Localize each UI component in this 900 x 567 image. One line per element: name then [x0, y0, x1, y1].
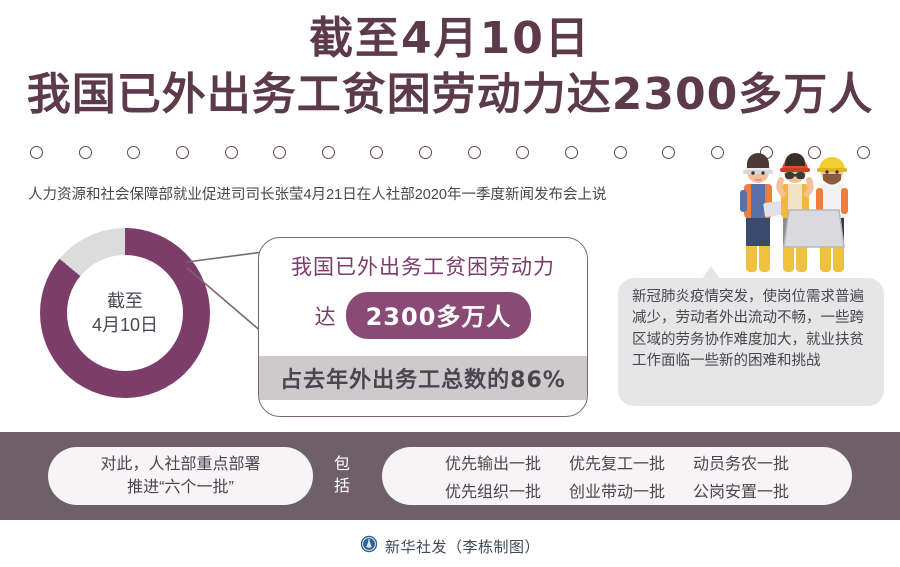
donut-chart: 截至 4月10日	[40, 228, 210, 398]
dot-icon	[856, 145, 870, 159]
donut-center-label: 截至 4月10日	[67, 255, 183, 371]
callout-headline: 我国已外出务工贫困劳动力	[291, 255, 555, 279]
dot-icon	[224, 145, 238, 159]
dot-icon	[321, 145, 335, 159]
measure-item: 优先组织一批	[444, 484, 541, 501]
deployment-line2: 推进“六个一批”	[127, 479, 234, 496]
dot-icon	[467, 145, 481, 159]
measures-bar: 对此，人社部重点部署 推进“六个一批” 包 括 优先输出一批 优先组织一批 优先…	[0, 432, 900, 520]
dot-icon	[565, 145, 579, 159]
measures-pill: 优先输出一批 优先组织一批 优先复工一批 创业带动一批 动员务农一批 公岗安置一…	[382, 447, 852, 505]
construction-workers-illustration	[726, 142, 886, 292]
deployment-pill: 对此，人社部重点部署 推进“六个一批”	[48, 447, 313, 505]
donut-label-line2: 4月10日	[91, 315, 159, 335]
worker-white-helmet	[740, 153, 783, 272]
measure-item: 动员务农一批	[693, 456, 790, 473]
speech-bubble-text: 新冠肺炎疫情突发，使岗位需求普遍减少，劳动者外出流动不畅，一些跨区域的劳务协作难…	[632, 289, 864, 370]
dot-icon	[613, 145, 627, 159]
dot-icon	[78, 145, 92, 159]
measure-item: 创业带动一批	[568, 484, 665, 501]
callout-value-badge: 2300多万人	[345, 292, 532, 340]
deployment-line1: 对此，人社部重点部署	[100, 455, 261, 473]
dot-icon	[127, 145, 141, 159]
xinhua-logo-icon	[360, 535, 378, 558]
footer: 新华社发（李栋制图）	[0, 530, 900, 562]
measure-item: 优先输出一批	[444, 456, 541, 473]
dot-icon	[419, 145, 433, 159]
worker-red-helmet	[776, 153, 814, 272]
measure-item: 公岗安置一批	[693, 484, 790, 501]
include-char-1: 包	[333, 455, 350, 473]
include-label: 包 括	[325, 447, 359, 505]
callout-value-prefix: 达	[314, 305, 336, 329]
decorative-dot-row	[30, 140, 870, 164]
dot-icon	[516, 145, 530, 159]
subtitle-text: 人力资源和社会保障部就业促进司司长张莹4月21日在人社部2020年一季度新闻发布…	[28, 187, 607, 203]
include-char-2: 括	[333, 478, 350, 495]
dot-icon	[370, 145, 384, 159]
dot-icon	[273, 145, 287, 159]
measures-grid: 优先输出一批 优先组织一批 优先复工一批 创业带动一批 动员务农一批 公岗安置一…	[445, 450, 789, 502]
donut-label-line1: 截至	[107, 290, 143, 311]
dot-icon	[175, 145, 189, 159]
blueprint-sheet	[783, 209, 845, 248]
dot-icon	[710, 145, 724, 159]
callout-percentage-text: 占去年外出务工总数的86%	[280, 368, 566, 393]
measure-item: 优先复工一批	[568, 456, 665, 473]
header: 截至4月10日 我国已外出务工贫困劳动力达2300多万人	[0, 0, 900, 136]
footer-credit: 新华社发（李栋制图）	[384, 538, 540, 556]
main-statistic-callout: 我国已外出务工贫困劳动力 达 2300多万人 占去年外出务工总数的86%	[258, 237, 588, 417]
callout-percentage-band: 占去年外出务工总数的86%	[259, 356, 587, 400]
context-speech-bubble: 新冠肺炎疫情突发，使岗位需求普遍减少，劳动者外出流动不畅，一些跨区域的劳务协作难…	[618, 278, 884, 406]
callout-value-row: 达 2300多万人	[314, 292, 532, 340]
callout-upper-section: 我国已外出务工贫困劳动力 达 2300多万人	[259, 238, 587, 356]
page-title-line1: 截至4月10日	[309, 13, 591, 64]
dot-icon	[808, 145, 822, 159]
dot-icon	[30, 145, 43, 159]
page-title-line2: 我国已外出务工贫困劳动力达2300多万人	[26, 69, 874, 120]
dot-icon	[662, 145, 676, 159]
